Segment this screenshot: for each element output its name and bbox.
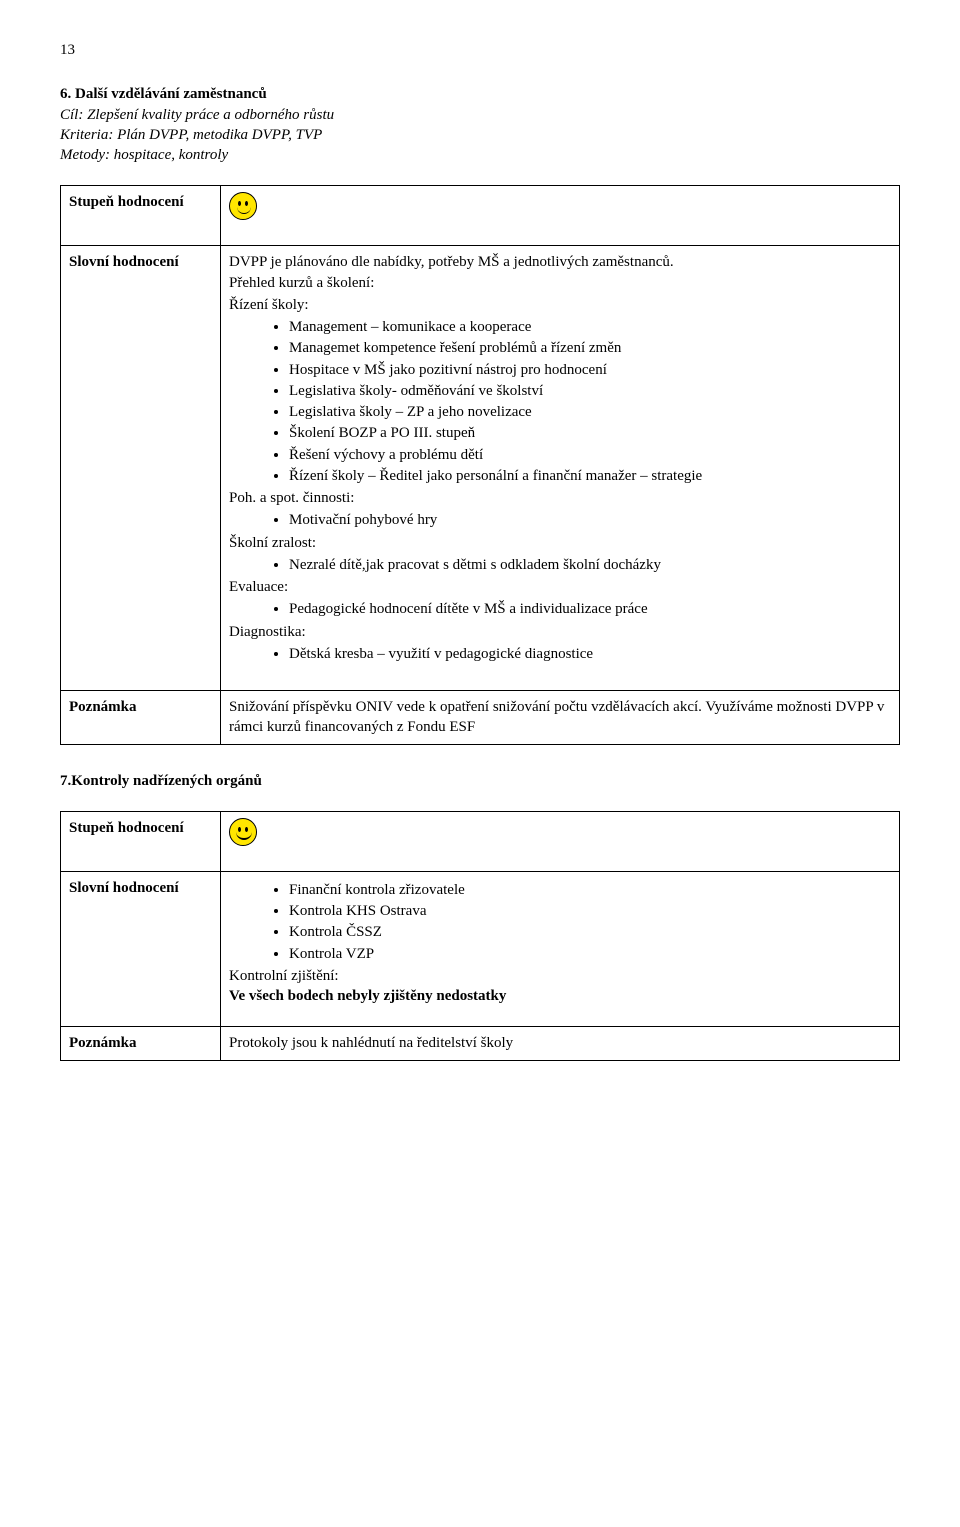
- list-item: Legislativa školy – ZP a jeho novelizace: [289, 402, 891, 422]
- poznamka-value-cell: Snižování příspěvku ONIV vede k opatření…: [221, 691, 900, 745]
- kriteria-text: Plán DVPP, metodika DVPP, TVP: [117, 127, 322, 143]
- kriteria-label: Kriteria:: [60, 127, 113, 143]
- metody-text: hospitace, kontroly: [114, 147, 228, 163]
- poh-label: Poh. a spot. činnosti:: [229, 488, 891, 508]
- table-row: Slovní hodnocení DVPP je plánováno dle n…: [61, 246, 900, 691]
- list-item: Řízení školy – Ředitel jako personální a…: [289, 466, 891, 486]
- stupen-label-cell: Stupeň hodnocení: [61, 811, 221, 871]
- table-row: Poznámka Snižování příspěvku ONIV vede k…: [61, 691, 900, 745]
- smiley-icon: [229, 192, 257, 220]
- kontroly-list: Finanční kontrola zřizovatele Kontrola K…: [229, 880, 891, 964]
- table-row: Poznámka Protokoly jsou k nahlédnutí na …: [61, 1027, 900, 1060]
- zjisteni-label: Kontrolní zjištění:: [229, 966, 891, 986]
- section-7-heading: 7.Kontroly nadřízených orgánů: [60, 771, 900, 791]
- rizeni-label: Řízení školy:: [229, 295, 891, 315]
- poznamka-value-cell: Protokoly jsou k nahlédnutí na ředitelst…: [221, 1027, 900, 1060]
- list-item: Finanční kontrola zřizovatele: [289, 880, 891, 900]
- section-6-metody: Metody: hospitace, kontroly: [60, 145, 900, 165]
- table-row: Stupeň hodnocení: [61, 811, 900, 871]
- rizeni-list: Management – komunikace a kooperace Mana…: [229, 317, 891, 486]
- list-item: Legislativa školy- odměňování ve školstv…: [289, 381, 891, 401]
- table-row: Stupeň hodnocení: [61, 186, 900, 246]
- cil-label: Cíl:: [60, 107, 83, 123]
- diagnostika-label: Diagnostika:: [229, 622, 891, 642]
- slovni-prehled: Přehled kurzů a školení:: [229, 273, 891, 293]
- poh-list: Motivační pohybové hry: [229, 510, 891, 530]
- slovni-label-cell: Slovní hodnocení: [61, 871, 221, 1027]
- zralost-label: Školní zralost:: [229, 533, 891, 553]
- list-item: Pedagogické hodnocení dítěte v MŠ a indi…: [289, 599, 891, 619]
- section-6-table: Stupeň hodnocení Slovní hodnocení DVPP j…: [60, 185, 900, 744]
- list-item: Managemet kompetence řešení problémů a ř…: [289, 338, 891, 358]
- slovni-label-cell: Slovní hodnocení: [61, 246, 221, 691]
- zralost-list: Nezralé dítě,jak pracovat s dětmi s odkl…: [229, 555, 891, 575]
- slovni-value-cell: DVPP je plánováno dle nabídky, potřeby M…: [221, 246, 900, 691]
- list-item: Management – komunikace a kooperace: [289, 317, 891, 337]
- cil-text: Zlepšení kvality práce a odborného růstu: [87, 107, 334, 123]
- poznamka-label-cell: Poznámka: [61, 1027, 221, 1060]
- page-number: 13: [60, 40, 900, 60]
- evaluace-label: Evaluace:: [229, 577, 891, 597]
- section-6-kriteria: Kriteria: Plán DVPP, metodika DVPP, TVP: [60, 125, 900, 145]
- stupen-value-cell: [221, 186, 900, 246]
- list-item: Školení BOZP a PO III. stupeň: [289, 423, 891, 443]
- stupen-label-cell: Stupeň hodnocení: [61, 186, 221, 246]
- list-item: Řešení výchovy a problému dětí: [289, 445, 891, 465]
- zjisteni-text: Ve všech bodech nebyly zjištěny nedostat…: [229, 986, 891, 1006]
- list-item: Motivační pohybové hry: [289, 510, 891, 530]
- list-item: Kontrola VZP: [289, 944, 891, 964]
- section-6: 6. Další vzdělávání zaměstnanců Cíl: Zle…: [60, 84, 900, 744]
- list-item: Hospitace v MŠ jako pozitivní nástroj pr…: [289, 360, 891, 380]
- diagnostika-list: Dětská kresba – využití v pedagogické di…: [229, 644, 891, 664]
- list-item: Nezralé dítě,jak pracovat s dětmi s odkl…: [289, 555, 891, 575]
- list-item: Kontrola ČSSZ: [289, 922, 891, 942]
- smiley-icon: [229, 818, 257, 846]
- stupen-value-cell: [221, 811, 900, 871]
- list-item: Dětská kresba – využití v pedagogické di…: [289, 644, 891, 664]
- poznamka-label-cell: Poznámka: [61, 691, 221, 745]
- list-item: Kontrola KHS Ostrava: [289, 901, 891, 921]
- section-7-table: Stupeň hodnocení Slovní hodnocení Finanč…: [60, 811, 900, 1061]
- evaluace-list: Pedagogické hodnocení dítěte v MŠ a indi…: [229, 599, 891, 619]
- section-6-heading: 6. Další vzdělávání zaměstnanců: [60, 84, 900, 104]
- slovni-value-cell: Finanční kontrola zřizovatele Kontrola K…: [221, 871, 900, 1027]
- slovni-intro: DVPP je plánováno dle nabídky, potřeby M…: [229, 252, 891, 272]
- table-row: Slovní hodnocení Finanční kontrola zřizo…: [61, 871, 900, 1027]
- metody-label: Metody:: [60, 147, 110, 163]
- section-6-cil: Cíl: Zlepšení kvality práce a odborného …: [60, 105, 900, 125]
